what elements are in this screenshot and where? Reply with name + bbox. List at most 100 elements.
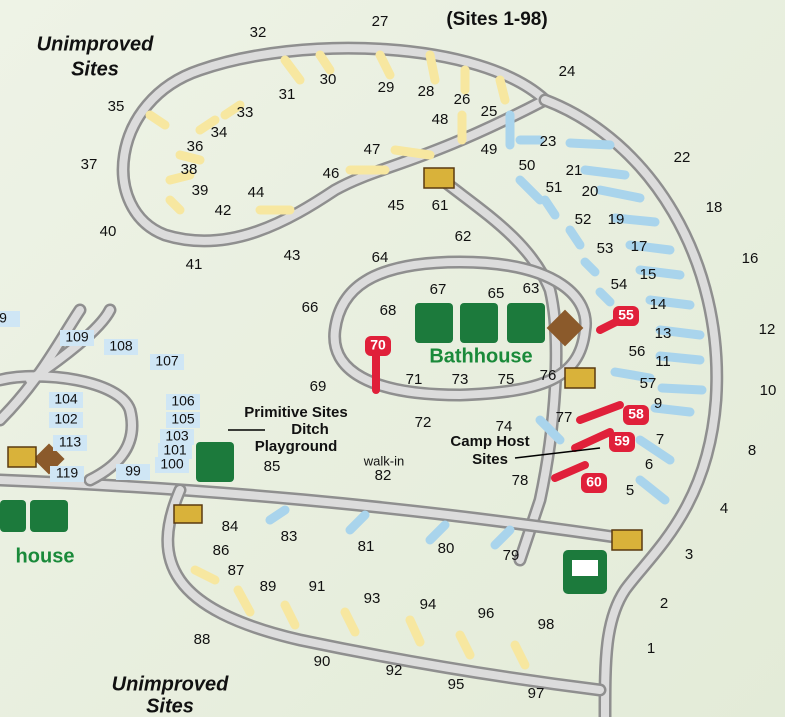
site-label: 21 (566, 162, 583, 179)
spur (545, 200, 555, 215)
spur (570, 230, 580, 245)
spur (150, 115, 165, 125)
spur (600, 190, 640, 198)
area-label: Unimproved (37, 33, 154, 55)
site-label: 11 (655, 353, 671, 370)
host-site-label: 55 (618, 307, 634, 323)
site-label: 85 (264, 458, 281, 475)
site-label: 43 (284, 247, 301, 264)
site-label: 104 (54, 391, 78, 407)
site-label: 9 (0, 310, 7, 326)
site-label: 40 (100, 223, 117, 240)
site-label: 41 (186, 256, 203, 273)
site-label: 72 (415, 414, 432, 431)
site-label: 3 (685, 546, 693, 563)
site-label: 73 (452, 371, 469, 388)
spur (520, 180, 540, 200)
site-label: 23 (540, 133, 557, 150)
site-label: 14 (650, 296, 667, 313)
spur (555, 465, 585, 478)
site-label: 27 (372, 13, 389, 30)
note: Playground (255, 438, 338, 455)
campground-map: 2732302928262524313533483423493647223750… (0, 0, 785, 717)
host-site-label: 59 (614, 433, 630, 449)
spur (395, 150, 430, 155)
site-label: 62 (455, 228, 472, 245)
area-label: Unimproved (112, 673, 229, 695)
host-site-label: 70 (370, 337, 386, 353)
host-site-label: 58 (628, 406, 644, 422)
site-label: 75 (498, 371, 515, 388)
map-title: (Sites 1-98) (446, 9, 547, 30)
site-label: 9 (654, 395, 662, 412)
site-label: 88 (194, 631, 211, 648)
site-label: 46 (323, 165, 340, 182)
site-label: 5 (626, 482, 634, 499)
site-label: 19 (608, 211, 625, 228)
site-label: 87 (228, 562, 245, 579)
spur (580, 405, 620, 420)
site-label: 52 (575, 211, 592, 228)
site-label: 83 (281, 528, 298, 545)
site-label: 96 (478, 605, 495, 622)
site-label: 26 (454, 91, 471, 108)
site-label: 107 (155, 353, 179, 369)
site-label: 16 (742, 250, 759, 267)
spur (350, 515, 365, 530)
site-label: 30 (320, 71, 337, 88)
note: Primitive Sites (244, 404, 347, 421)
spur (285, 60, 300, 80)
site-label: 105 (171, 411, 195, 427)
site-label: 79 (503, 547, 520, 564)
note: Camp Host (450, 433, 529, 450)
site-label: 66 (302, 299, 319, 316)
bathhouse-label: Bathhouse (429, 345, 532, 367)
spur (320, 55, 330, 70)
site-label: 31 (279, 86, 296, 103)
site-label: 119 (56, 465, 79, 481)
site-label: 100 (160, 456, 184, 472)
spur (195, 570, 215, 580)
site-label: 56 (629, 343, 646, 360)
site-label: 64 (372, 249, 389, 266)
site-label: 45 (388, 197, 405, 214)
site-label: 32 (250, 24, 267, 41)
spur (170, 200, 180, 210)
site-label: 91 (309, 578, 326, 595)
site-label: 90 (314, 653, 331, 670)
site-label: 29 (378, 79, 395, 96)
site-label: 97 (528, 685, 545, 702)
site-label: 7 (656, 431, 664, 448)
site-label: 99 (125, 463, 141, 479)
site-label: 47 (364, 141, 381, 158)
site-label: 18 (706, 199, 723, 216)
spur (495, 530, 510, 545)
site-label: 10 (760, 382, 777, 399)
site-label: 8 (748, 442, 756, 459)
site-label: 12 (759, 321, 776, 338)
site-label: 65 (488, 285, 505, 302)
site-label: 77 (556, 409, 573, 426)
site-label: 86 (213, 542, 230, 559)
site-label: 34 (211, 124, 228, 141)
spur (430, 55, 435, 80)
area-label: Sites (146, 695, 194, 717)
site-label: 25 (481, 103, 498, 120)
site-label: 36 (187, 138, 204, 155)
host-site-label: 60 (586, 474, 602, 490)
site-label: 71 (406, 371, 423, 388)
note: Ditch (291, 421, 329, 438)
spur (515, 645, 525, 665)
spur (600, 292, 610, 302)
labels: 2732302928262524313533483423493647223750… (0, 9, 776, 717)
site-label: 76 (540, 367, 557, 384)
spur (410, 620, 420, 642)
site-label: 51 (546, 179, 563, 196)
site-label: 78 (512, 472, 529, 489)
spur (570, 143, 610, 145)
site-label: 6 (645, 456, 653, 473)
spur (585, 262, 595, 272)
spur (575, 432, 610, 448)
spur (500, 80, 505, 100)
bathhouse-label: house (16, 545, 75, 567)
